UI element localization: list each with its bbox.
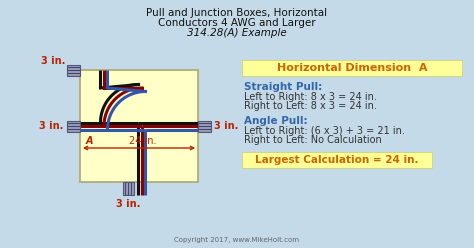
Bar	[67, 65, 80, 76]
Text: Pull and Junction Boxes, Horizontal: Pull and Junction Boxes, Horizontal	[146, 8, 328, 18]
Bar	[123, 182, 134, 195]
Bar	[80, 70, 198, 182]
Text: Horizontal Dimension  A: Horizontal Dimension A	[277, 63, 427, 73]
Text: Right to Left: 8 x 3 = 24 in.: Right to Left: 8 x 3 = 24 in.	[244, 101, 377, 111]
Text: 3 in.: 3 in.	[116, 199, 140, 209]
Bar	[242, 152, 432, 168]
Text: 3 in.: 3 in.	[214, 121, 238, 131]
Text: Left to Right: (6 x 3) + 3 = 21 in.: Left to Right: (6 x 3) + 3 = 21 in.	[244, 126, 405, 136]
Text: 3 in.: 3 in.	[41, 56, 65, 66]
Text: Conductors 4 AWG and Larger: Conductors 4 AWG and Larger	[158, 18, 316, 28]
Text: 314.28(A) Example: 314.28(A) Example	[187, 28, 287, 38]
Text: 3 in.: 3 in.	[38, 121, 63, 131]
Text: Largest Calculation = 24 in.: Largest Calculation = 24 in.	[255, 155, 419, 165]
Bar	[242, 60, 462, 76]
Text: Angle Pull:: Angle Pull:	[244, 116, 308, 126]
Text: Straight Pull:: Straight Pull:	[244, 82, 322, 92]
Text: 24 in.: 24 in.	[129, 136, 157, 146]
Bar	[198, 121, 211, 132]
Text: A: A	[86, 136, 93, 146]
Text: Copyright 2017, www.MikeHolt.com: Copyright 2017, www.MikeHolt.com	[174, 237, 300, 243]
Text: Left to Right: 8 x 3 = 24 in.: Left to Right: 8 x 3 = 24 in.	[244, 92, 377, 102]
Bar	[67, 121, 80, 132]
Text: Right to Left: No Calculation: Right to Left: No Calculation	[244, 135, 382, 145]
